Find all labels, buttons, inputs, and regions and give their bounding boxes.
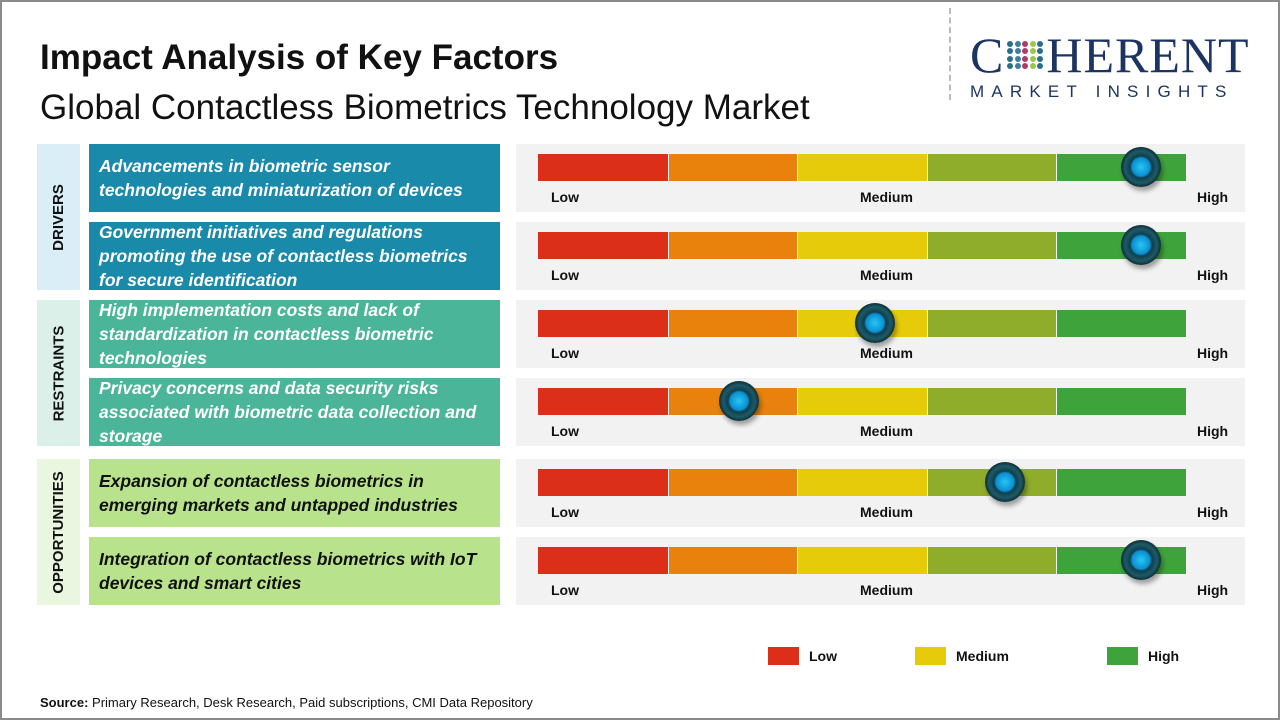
scale-label-medium: Medium: [860, 423, 913, 439]
meter-segment-low-medium: [668, 154, 798, 181]
factor-text: Advancements in biometric sensor technol…: [89, 144, 500, 212]
logo-text-c: C: [970, 27, 1005, 83]
source-text: Primary Research, Desk Research, Paid su…: [88, 695, 533, 710]
impact-indicator-knob: [984, 462, 1025, 502]
meter-segment-low-medium: [668, 232, 798, 259]
logo-subtext: MARKET INSIGHTS: [970, 82, 1234, 101]
page-title: Impact Analysis of Key Factors: [40, 38, 559, 77]
scale-label-low: Low: [551, 267, 579, 283]
meter-segment-medium-high: [927, 310, 1057, 337]
scale-label-medium: Medium: [860, 189, 913, 205]
impact-meter: Low Medium High: [516, 222, 1245, 290]
scale-label-high: High: [1197, 423, 1229, 439]
impact-meter: Low Medium High: [516, 144, 1245, 212]
meter-segment-high: [1057, 469, 1186, 496]
scale-label-low: Low: [551, 423, 579, 439]
impact-indicator-knob: [1120, 225, 1161, 265]
meter-segment-medium-high: [927, 154, 1057, 181]
category-restraints: RESTRAINTS: [37, 300, 80, 446]
source-note: Source: Primary Research, Desk Research,…: [40, 695, 533, 710]
impact-meter: Low Medium High: [516, 378, 1245, 446]
legend-swatch: [768, 647, 799, 665]
impact-indicator-knob: [854, 303, 895, 343]
scale-label-high: High: [1197, 267, 1229, 283]
meter-segment-low-medium: [668, 310, 798, 337]
factor-text: Integration of contactless biometrics wi…: [89, 537, 500, 605]
meter-segment-low: [538, 154, 668, 181]
meter-segment-low-medium: [668, 469, 798, 496]
meter-segment-medium-high: [927, 388, 1057, 415]
factor-text: High implementation costs and lack of st…: [89, 300, 500, 368]
impact-indicator-knob: [1120, 147, 1161, 187]
factor-text: Privacy concerns and data security risks…: [89, 378, 500, 446]
scale-label-medium: Medium: [860, 267, 913, 283]
scale-label-low: Low: [551, 345, 579, 361]
legend-item: Medium: [915, 647, 1009, 665]
meter-segment-medium-high: [927, 547, 1057, 574]
meter-segment-medium: [798, 469, 927, 496]
factor-text: Expansion of contactless biometrics in e…: [89, 459, 500, 527]
impact-meter: Low Medium High: [516, 537, 1245, 605]
impact-indicator-knob: [1120, 540, 1161, 580]
impact-indicator-knob: [718, 381, 759, 421]
legend-item: High: [1107, 647, 1179, 665]
divider: [949, 8, 951, 100]
category-label: DRIVERS: [50, 183, 67, 251]
legend-label: High: [1148, 648, 1180, 664]
impact-meter: Low Medium High: [516, 300, 1245, 368]
category-drivers: DRIVERS: [37, 144, 80, 290]
meter-segment-medium: [798, 388, 927, 415]
category-label: RESTRAINTS: [50, 325, 67, 421]
factor-text: Government initiatives and regulations p…: [89, 222, 500, 290]
scale-label-high: High: [1197, 345, 1229, 361]
impact-meter: Low Medium High: [516, 459, 1245, 527]
meter-segment-high: [1057, 388, 1186, 415]
legend-label: Low: [809, 648, 837, 664]
globe-icon: [1007, 40, 1044, 70]
meter-segment-low: [538, 547, 668, 574]
meter-segment-low: [538, 310, 668, 337]
category-opportunities: OPPORTUNITIES: [37, 459, 80, 605]
legend-swatch: [1107, 647, 1138, 665]
meter-segment-low: [538, 388, 668, 415]
scale-label-medium: Medium: [860, 504, 913, 520]
meter-segment-medium-high: [927, 232, 1057, 259]
meter-segment-medium: [798, 154, 927, 181]
logo-text-herent: HERENT: [1046, 27, 1250, 83]
meter-segment-medium: [798, 547, 927, 574]
scale-label-low: Low: [551, 582, 579, 598]
meter-segment-high: [1057, 310, 1186, 337]
meter-segment-low: [538, 232, 668, 259]
scale-label-high: High: [1197, 582, 1229, 598]
scale-label-medium: Medium: [860, 345, 913, 361]
meter-segment-low-medium: [668, 547, 798, 574]
logo: C HERENT MARKET INSIGHTS: [970, 30, 1260, 102]
scale-label-low: Low: [551, 504, 579, 520]
legend-item: Low: [768, 647, 837, 665]
legend-swatch: [915, 647, 946, 665]
meter-segment-low: [538, 469, 668, 496]
scale-label-low: Low: [551, 189, 579, 205]
meter-segment-medium: [798, 232, 927, 259]
scale-label-high: High: [1197, 504, 1229, 520]
scale-label-high: High: [1197, 189, 1229, 205]
source-label: Source:: [40, 695, 89, 710]
category-label: OPPORTUNITIES: [50, 470, 68, 594]
legend-label: Medium: [956, 648, 1009, 664]
page-subtitle: Global Contactless Biometrics Technology…: [40, 88, 810, 127]
scale-label-medium: Medium: [860, 582, 913, 598]
